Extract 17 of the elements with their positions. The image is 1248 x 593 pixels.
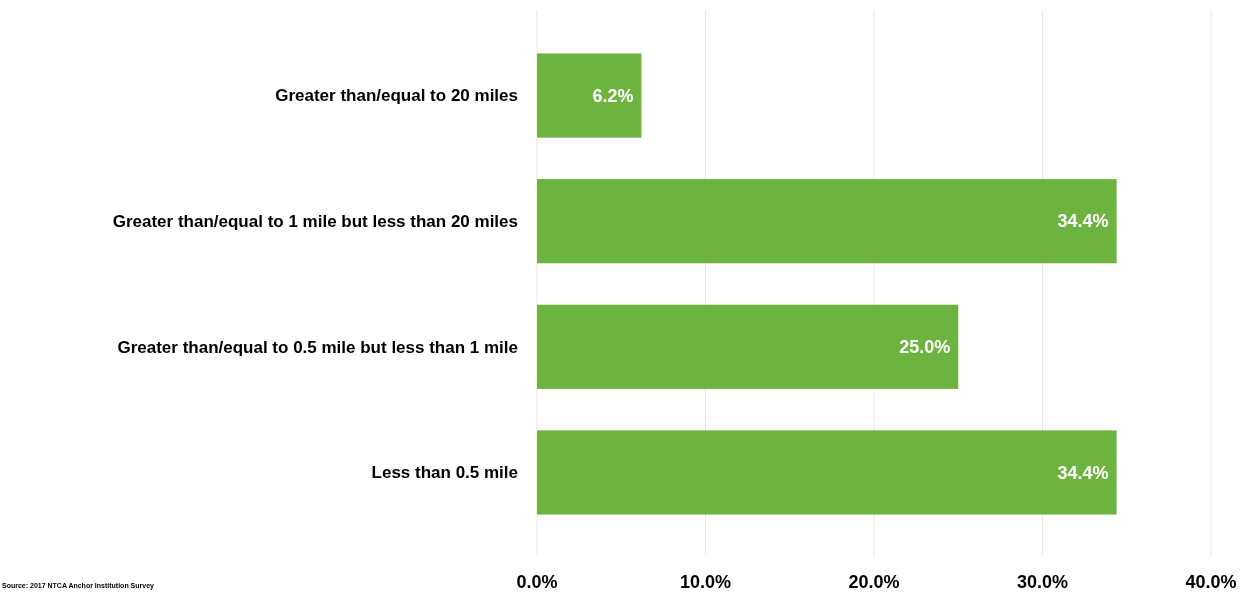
x-tick-label: 30.0% [1016, 572, 1069, 593]
y-tick-label: Greater than/equal to 1 mile but less than 20 miles [112, 212, 518, 232]
data-label: 6.2% [592, 85, 634, 106]
x-tick-label: 0.0% [516, 572, 558, 593]
y-tick-label: Greater than/equal to 20 miles [275, 86, 518, 106]
data-label: 34.4% [1057, 462, 1109, 483]
bar [537, 430, 1117, 515]
x-tick-label: 40.0% [1185, 572, 1237, 593]
bar [537, 53, 642, 138]
data-label: 34.4% [1057, 211, 1109, 232]
x-tick-label: 20.0% [848, 572, 900, 593]
y-tick-label: Less than 0.5 mile [371, 463, 518, 483]
x-tick-label: 10.0% [679, 572, 732, 593]
bar [537, 179, 1117, 264]
data-label: 25.0% [899, 337, 951, 358]
y-tick-label: Greater than/equal to 0.5 mile but less than 1 mile [117, 337, 518, 357]
bar [537, 304, 959, 389]
